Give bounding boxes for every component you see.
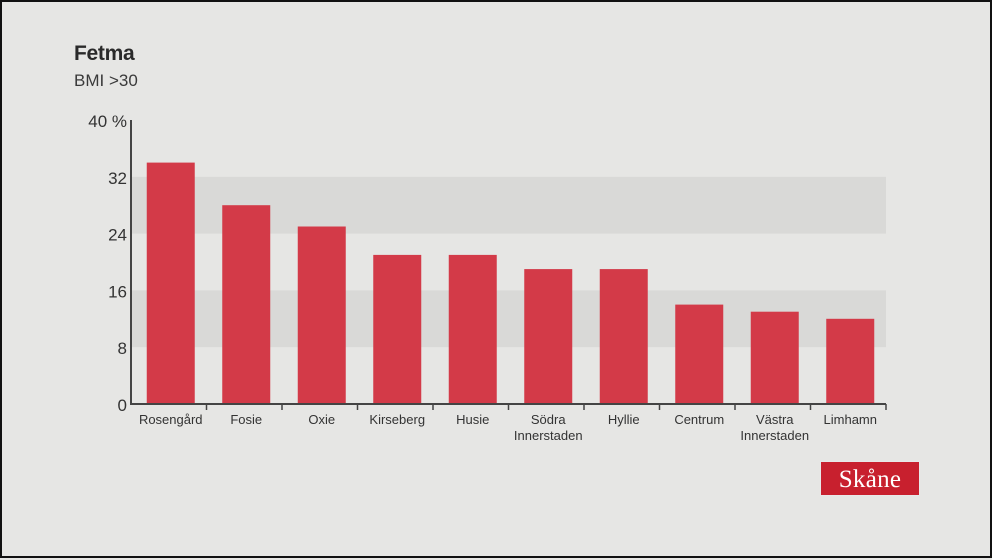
x-tick-label: Rosengård xyxy=(139,412,203,427)
x-tick-label: Centrum xyxy=(674,412,724,427)
bar xyxy=(146,162,195,404)
bar xyxy=(599,269,648,404)
bars xyxy=(146,162,875,404)
chart-title: Fetma xyxy=(74,42,135,65)
bar xyxy=(222,205,271,404)
bar xyxy=(373,254,422,404)
skane-logo-badge: Skåne xyxy=(820,461,920,496)
x-tick-label: Oxie xyxy=(308,412,335,427)
y-tick-label: 8 xyxy=(118,339,127,358)
x-axis-ticks: Rosengård Fosie Oxie Kirseberg Husie SödraInn… xyxy=(139,404,887,443)
bar xyxy=(448,254,497,404)
bar xyxy=(524,269,573,404)
x-tick-label: Västra xyxy=(756,412,794,427)
x-tick-label: Kirseberg xyxy=(369,412,425,427)
bar xyxy=(675,304,724,404)
y-tick-label: 0 xyxy=(118,396,127,415)
bar xyxy=(750,311,799,404)
x-tick-label: Husie xyxy=(456,412,489,427)
y-tick-label: 32 xyxy=(108,169,127,188)
y-tick-label: 24 xyxy=(108,226,127,245)
x-tick-label: Innerstaden xyxy=(740,428,809,443)
x-tick-label: Södra xyxy=(531,412,566,427)
y-tick-label: 40 % xyxy=(88,112,127,131)
x-tick-label: Innerstaden xyxy=(514,428,583,443)
y-tick-label: 16 xyxy=(108,282,127,301)
bar xyxy=(297,226,346,404)
chart-subtitle: BMI >30 xyxy=(74,71,138,90)
x-tick-label: Hyllie xyxy=(608,412,640,427)
x-tick-label: Fosie xyxy=(230,412,262,427)
bar xyxy=(826,318,875,404)
x-tick-label: Limhamn xyxy=(824,412,877,427)
y-axis-ticks: 0 8 16 24 32 40 % xyxy=(88,112,127,415)
